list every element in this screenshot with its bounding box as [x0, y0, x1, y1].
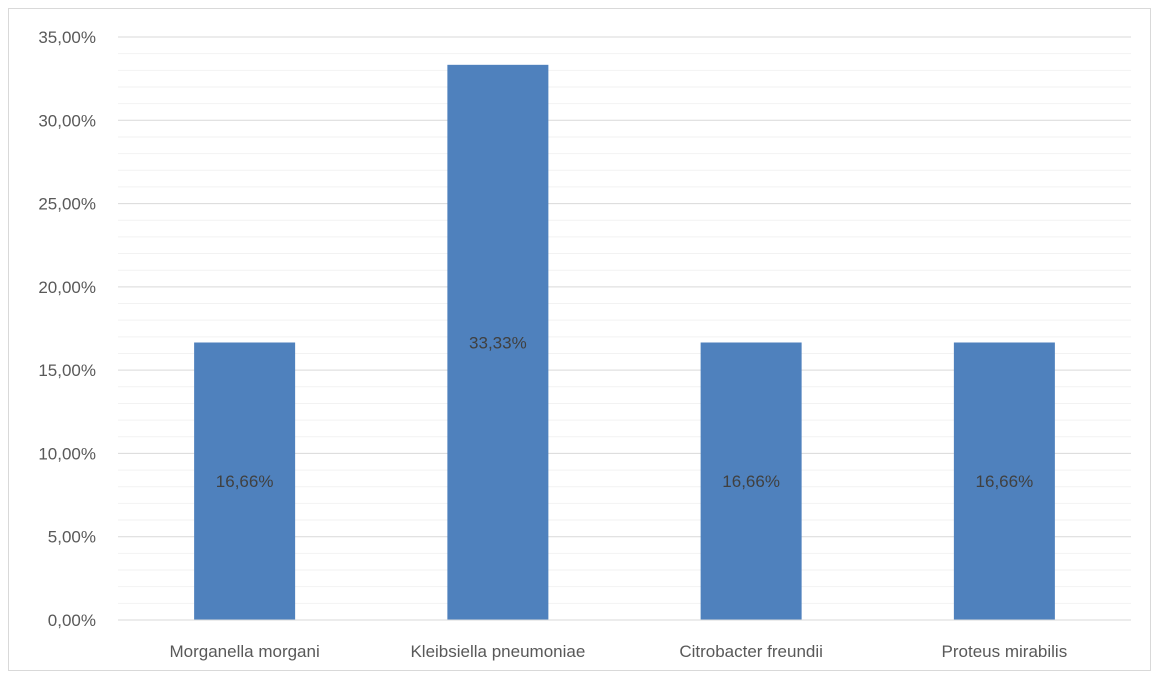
y-tick-label: 5,00% [48, 528, 96, 547]
y-axis-tick-labels: 0,00% 5,00% 10,00% 15,00% 20,00% 25,00% 30,00%… [38, 28, 96, 630]
bar [953, 342, 1055, 620]
y-tick-label: 10,00% [38, 444, 96, 463]
bars [194, 64, 1055, 620]
y-tick-label: 0,00% [48, 611, 96, 630]
y-tick-label: 20,00% [38, 278, 96, 297]
x-category-label: Kleibsiella pneumoniae [410, 642, 585, 661]
data-labels: 16,66% 33,33% 16,66% 16,66% [216, 333, 1033, 491]
data-label: 16,66% [216, 472, 274, 491]
y-tick-label: 35,00% [38, 28, 96, 47]
y-tick-label: 15,00% [38, 361, 96, 380]
bar [700, 342, 802, 620]
y-tick-label: 25,00% [38, 195, 96, 214]
data-label: 33,33% [469, 333, 527, 352]
bar [447, 64, 549, 620]
data-label: 16,66% [976, 472, 1034, 491]
data-label: 16,66% [722, 472, 780, 491]
y-tick-label: 30,00% [38, 111, 96, 130]
x-category-label: Citrobacter freundii [679, 642, 823, 661]
x-category-label: Morganella morgani [170, 642, 320, 661]
bar [194, 342, 296, 620]
x-category-label: Proteus mirabilis [942, 642, 1068, 661]
x-axis-category-labels: Morganella morgani Kleibsiella pneumoniae… [170, 642, 1068, 661]
